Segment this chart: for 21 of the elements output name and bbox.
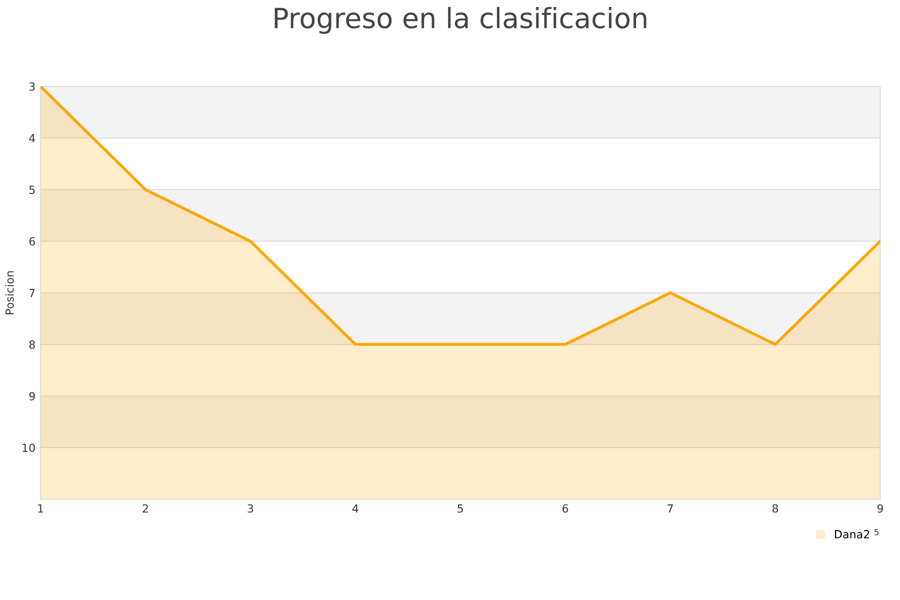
y-tick-label: 4 (29, 134, 36, 142)
text: 5 (874, 529, 878, 536)
y-tick-label: 7 (29, 288, 35, 298)
y-tick-label: 8 (29, 340, 35, 349)
x-tick-label: 2 (142, 504, 148, 513)
y-tick-label: 3 (29, 82, 35, 91)
x-tick-label: 3 (248, 504, 254, 513)
y-tick-label: 5 (29, 186, 35, 194)
y-tick-label: 6 (29, 237, 35, 246)
x-tick-label: 4 (352, 504, 358, 513)
y-tick-label: 10 (22, 444, 35, 452)
x-tick-label: 5 (458, 504, 463, 513)
y-axis-title: Posicion (5, 271, 14, 314)
legend-label: Dana2 (835, 530, 870, 538)
x-tick-label: 6 (562, 504, 568, 513)
y-tick-label: 9 (29, 392, 35, 400)
x-tick-label: 7 (668, 504, 673, 513)
chart-title: Progreso en la clasificacion (274, 6, 646, 34)
x-tick-label: 9 (877, 504, 883, 513)
x-tick-label: 8 (772, 504, 778, 513)
x-tick-label: 1 (38, 504, 44, 513)
